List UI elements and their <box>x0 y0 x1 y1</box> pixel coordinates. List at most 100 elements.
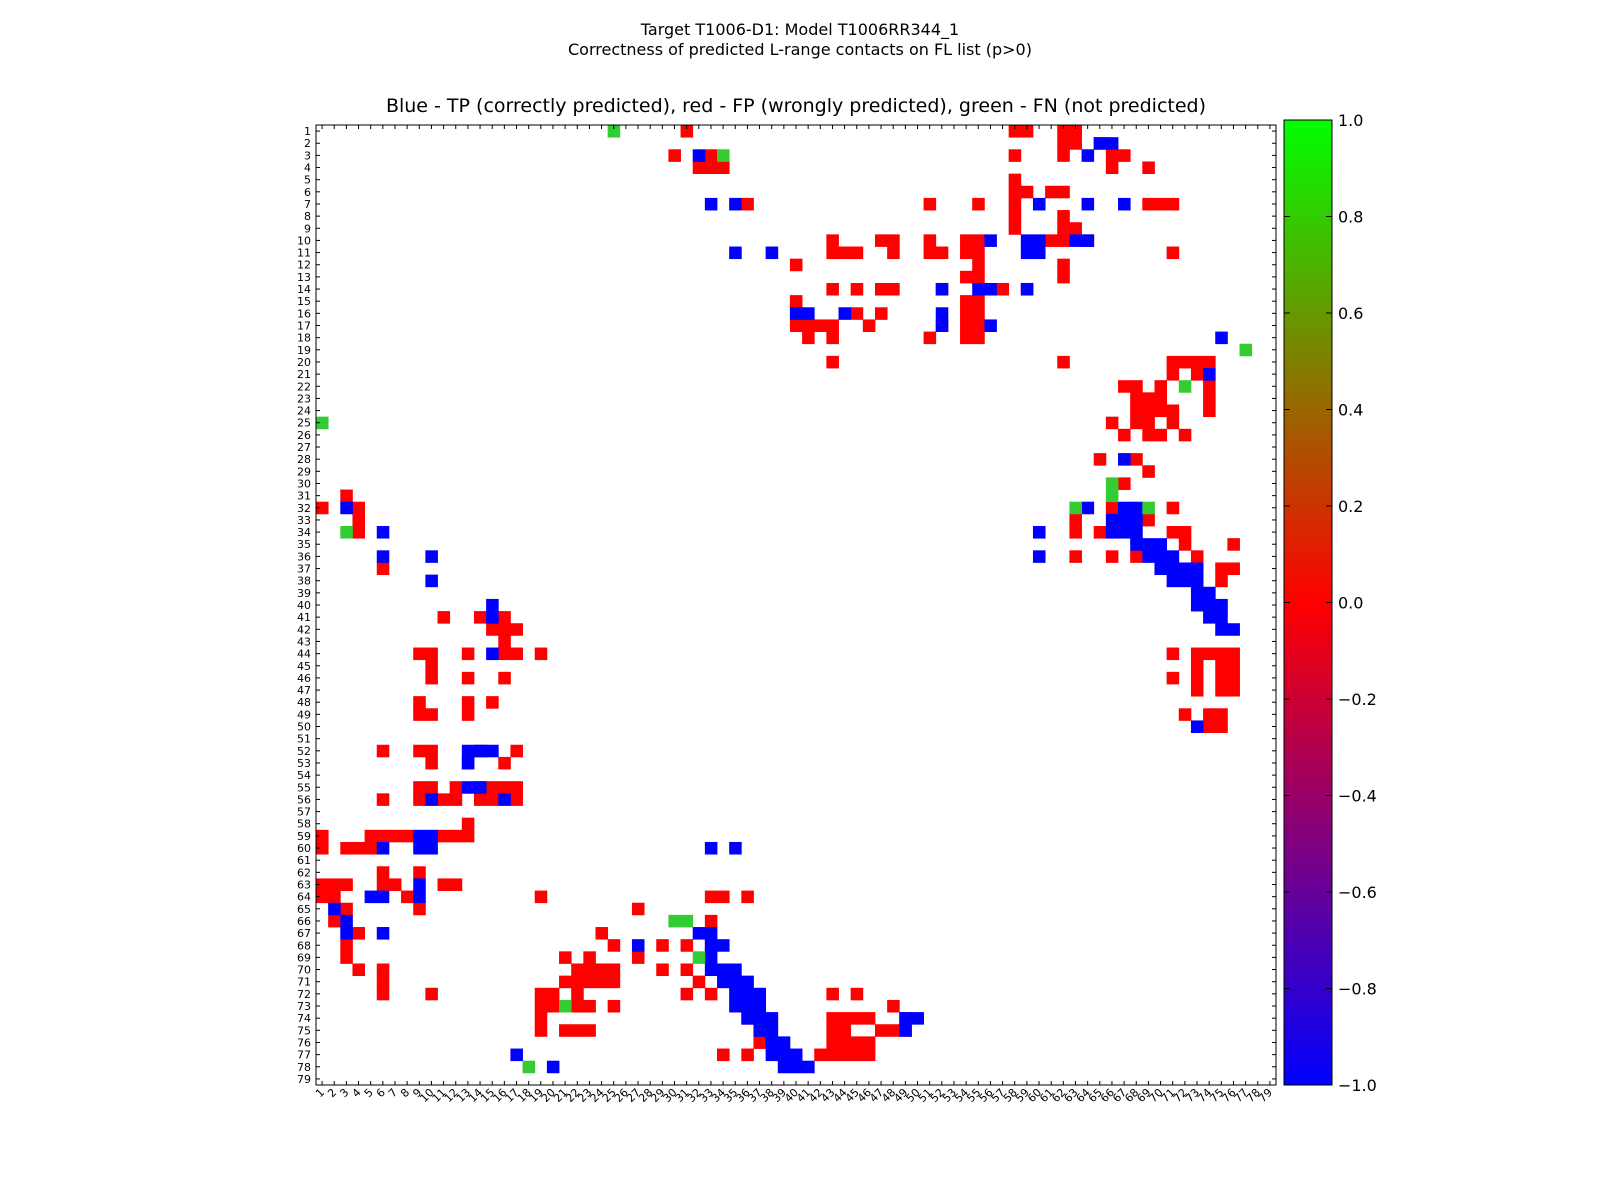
cell-fn <box>316 416 329 430</box>
cell-tp <box>425 574 438 588</box>
cell-fp <box>595 975 609 989</box>
plot-title: Blue - TP (correctly predicted), red - F… <box>385 95 1207 117</box>
cell-fp <box>960 246 973 260</box>
cell-fp <box>826 1024 839 1037</box>
colorbar-tick-label: 0.2 <box>1338 497 1363 516</box>
cell-tp <box>1142 538 1155 551</box>
cell-fp <box>595 927 609 940</box>
cell-fp <box>1069 550 1082 563</box>
cell-tp <box>935 319 949 332</box>
cell-fp <box>413 902 426 916</box>
cell-tp <box>777 1048 791 1062</box>
cell-fp <box>376 987 390 1001</box>
cell-fp <box>1057 222 1070 235</box>
y-tick-label: 44 <box>297 648 311 661</box>
cell-fp <box>376 562 390 576</box>
y-tick-label: 69 <box>297 951 311 964</box>
cell-fp <box>1166 501 1180 515</box>
y-tick-label: 62 <box>297 866 311 879</box>
cell-fp <box>486 696 499 709</box>
y-tick-label: 42 <box>297 623 311 636</box>
y-tick-label: 5 <box>304 174 311 187</box>
cell-tp <box>704 197 718 211</box>
cell-fp <box>1215 659 1228 673</box>
cell-fp <box>1203 708 1216 721</box>
cell-fp <box>486 793 499 806</box>
cell-fn <box>1105 489 1119 503</box>
cell-fp <box>425 671 438 685</box>
cell-tp <box>486 611 499 624</box>
y-tick-label: 8 <box>304 210 311 223</box>
cell-fp <box>583 963 596 977</box>
y-tick-label: 41 <box>297 611 311 624</box>
cell-tp <box>717 963 730 977</box>
cell-tp <box>1020 282 1034 296</box>
y-tick-label: 25 <box>297 417 311 430</box>
cell-tp <box>1081 234 1095 247</box>
cell-tp <box>1118 197 1131 211</box>
cell-fp <box>607 939 621 952</box>
cell-fn <box>1142 501 1155 515</box>
x-tick-label: 2 <box>325 1086 339 1100</box>
cell-fp <box>887 282 900 296</box>
x-tick-label: 6 <box>374 1086 388 1100</box>
cell-fp <box>425 987 438 1001</box>
cell-fp <box>1130 416 1143 430</box>
cell-fp <box>510 744 523 758</box>
cell-fp <box>425 744 438 758</box>
cell-fn <box>559 999 572 1013</box>
cell-fp <box>923 197 937 211</box>
cell-tp <box>413 890 426 904</box>
cell-fp <box>850 307 864 320</box>
cell-fp <box>352 513 366 527</box>
y-tick-label: 4 <box>304 162 311 175</box>
cell-fp <box>1118 149 1131 162</box>
cell-tp <box>1154 538 1168 551</box>
cell-fp <box>826 987 839 1001</box>
y-tick-label: 46 <box>297 672 311 685</box>
cell-fp <box>559 951 572 964</box>
cell-tp <box>1166 550 1180 563</box>
cell-fp <box>1227 683 1240 697</box>
cell-fp <box>741 197 754 211</box>
cell-tp <box>741 999 754 1013</box>
cell-fp <box>376 878 390 891</box>
colorbar-tick-label: 1.0 <box>1338 111 1363 130</box>
cell-fp <box>1154 404 1168 418</box>
y-tick-label: 37 <box>297 563 311 576</box>
y-tick-label: 43 <box>297 635 311 648</box>
cell-fp <box>352 927 366 940</box>
cell-fp <box>1142 404 1155 418</box>
ticks-layer: 1122334455667788991010111112121313141415… <box>297 125 1276 1105</box>
y-tick-label: 1 <box>304 125 311 138</box>
cell-fp <box>1166 526 1180 539</box>
x-tick-label: 8 <box>398 1086 412 1100</box>
cell-fp <box>1142 416 1155 430</box>
cell-fp <box>1008 197 1022 211</box>
cell-fp <box>826 355 839 369</box>
colorbar-tick-label: −0.6 <box>1338 883 1377 902</box>
cell-fp <box>1118 428 1131 442</box>
cell-fp <box>814 1048 827 1062</box>
y-tick-label: 79 <box>297 1073 311 1086</box>
cell-tp <box>753 987 767 1001</box>
cell-fp <box>923 234 937 247</box>
cell-fp <box>1154 380 1168 393</box>
cell-fp <box>316 501 329 515</box>
cell-tp <box>984 234 997 247</box>
cell-tp <box>1142 550 1155 563</box>
cell-tp <box>729 963 742 977</box>
cell-fp <box>704 149 718 162</box>
cell-fp <box>461 671 475 685</box>
cell-fp <box>1178 355 1192 369</box>
cell-fp <box>1008 173 1022 187</box>
y-tick-label: 48 <box>297 696 311 709</box>
cell-fp <box>376 829 390 843</box>
cell-tp <box>692 149 706 162</box>
cell-fp <box>850 1012 864 1025</box>
cell-fp <box>1166 368 1180 381</box>
cell-fp <box>583 951 596 964</box>
cell-fp <box>1057 125 1070 138</box>
cell-fp <box>461 817 475 831</box>
cell-fp <box>1227 671 1240 685</box>
